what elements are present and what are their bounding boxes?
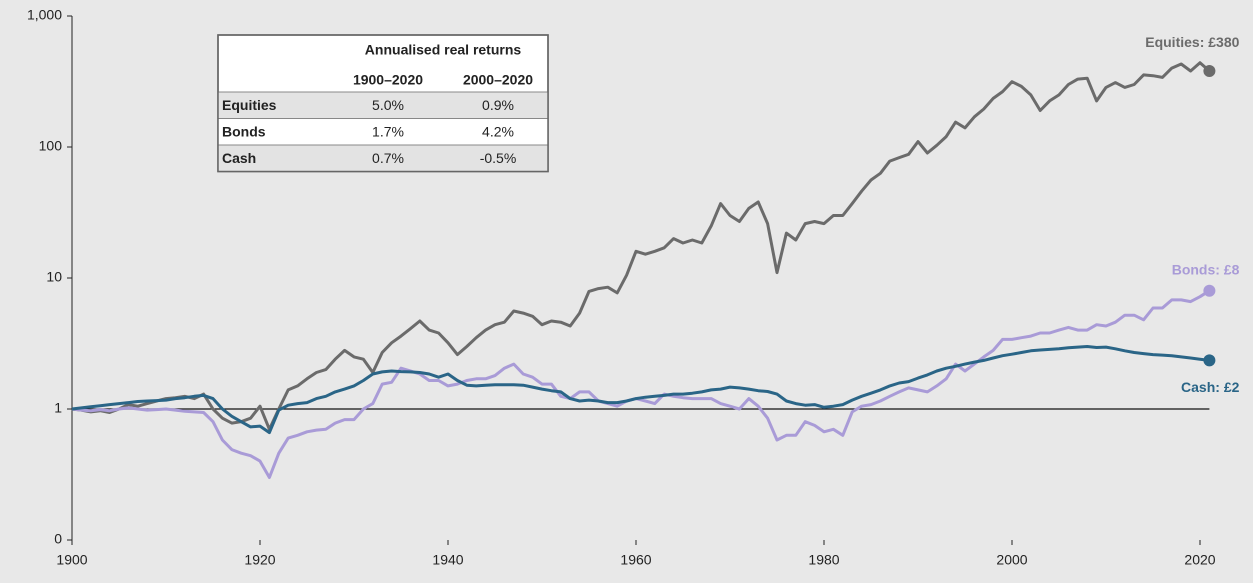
table-column-header: 2000–2020 bbox=[463, 72, 533, 88]
series-line bbox=[71, 345, 1210, 435]
table-border bbox=[217, 34, 549, 173]
table-title: Annualised real returns bbox=[365, 42, 522, 58]
x-tick-label: 2020 bbox=[1184, 552, 1215, 568]
y-tick-label: 10 bbox=[46, 269, 62, 285]
x-tick-label: 1920 bbox=[244, 552, 275, 568]
y-tick-label: 0 bbox=[54, 531, 62, 547]
y-tick-label: 1,000 bbox=[27, 7, 62, 23]
end-point bbox=[1203, 65, 1216, 78]
x-tick-label: 1940 bbox=[432, 552, 463, 568]
series-label: Bonds: £8 bbox=[1172, 261, 1240, 277]
table-row-header: Equities bbox=[222, 97, 277, 113]
table-cell: 0.7% bbox=[372, 150, 404, 166]
x-tick-label: 1960 bbox=[620, 552, 651, 568]
x-tick-label: 2000 bbox=[996, 552, 1027, 568]
table-row-header: Cash bbox=[222, 150, 256, 166]
table-row-header: Bonds bbox=[222, 123, 266, 139]
series-label: Equities: £380 bbox=[1145, 34, 1239, 50]
series-line bbox=[71, 61, 1211, 431]
y-tick-label: 1 bbox=[54, 400, 62, 416]
y-tick-label: 100 bbox=[39, 138, 63, 154]
table-cell: -0.5% bbox=[480, 150, 517, 166]
table-cell: 4.2% bbox=[482, 123, 514, 139]
table-cell: 1.7% bbox=[372, 123, 404, 139]
x-tick-label: 1980 bbox=[808, 552, 839, 568]
table-cell: 0.9% bbox=[482, 97, 514, 113]
series-line bbox=[71, 289, 1211, 479]
x-tick-label: 1900 bbox=[56, 552, 87, 568]
end-point bbox=[1203, 354, 1216, 367]
series-label: Cash: £2 bbox=[1181, 379, 1240, 395]
table-cell: 5.0% bbox=[372, 97, 404, 113]
table-column-header: 1900–2020 bbox=[353, 72, 423, 88]
end-point bbox=[1203, 284, 1216, 297]
